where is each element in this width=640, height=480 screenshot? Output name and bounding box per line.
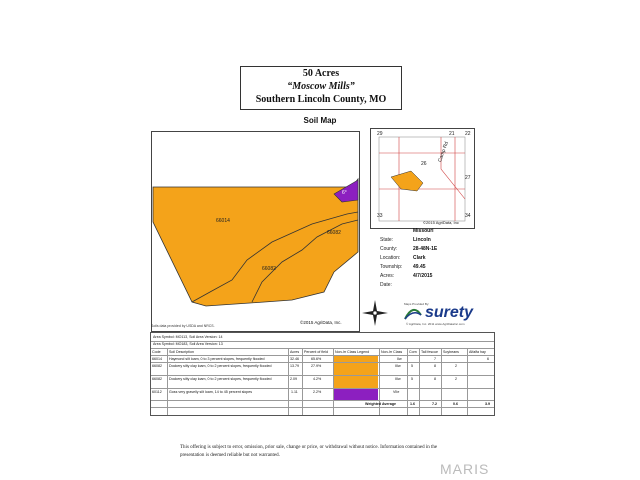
table-row-acres: 2.09 <box>290 377 297 381</box>
table-row-desc: Dockery silty clay loam, 0 to 2 percent … <box>169 364 272 368</box>
table-row-pct: 4.2% <box>313 377 322 381</box>
parcel-info: State: Missouri County: Lincoln Location: 2… <box>380 228 480 288</box>
compass-rose-icon <box>362 300 388 326</box>
table-row-fescue: 8 <box>434 364 436 368</box>
table-row-class: IIIw <box>395 364 401 368</box>
title-box: 50 Acres “Moscow Mills” Southern Lincoln… <box>240 66 402 110</box>
surety-brand: surety <box>425 304 474 321</box>
table-row-code: 66082 <box>152 377 162 381</box>
legend-swatch-orange <box>334 356 378 362</box>
title-acres: 50 Acres <box>302 68 340 79</box>
info-date: 4/7/2015 <box>413 273 433 279</box>
maris-watermark: MARIS <box>440 461 490 477</box>
weighted-fescue: 7.2 <box>432 402 437 406</box>
inset-section-33: 33 <box>377 213 383 219</box>
table-row-soybeans: 2 <box>455 364 457 368</box>
weighted-corn: 1.6 <box>410 402 415 406</box>
map-label-66082-left: 66082 <box>262 266 276 272</box>
info-county: Lincoln <box>413 237 431 243</box>
col-desc: Soil Description <box>169 350 194 354</box>
col-legend: Non-Irr Class Legend <box>335 350 370 354</box>
info-key: Township: <box>380 264 403 270</box>
soil-table: Area Symbol: MO113, Soil Area Version: 1… <box>150 332 495 416</box>
col-acres: Acres <box>290 350 300 354</box>
table-row-corn: 5 <box>411 364 413 368</box>
inset-section-29: 29 <box>377 131 383 137</box>
soil-boundary-2 <box>251 219 359 303</box>
table-row-class: IIw <box>397 357 402 361</box>
table-row-soybeans: 2 <box>455 377 457 381</box>
inset-section-22: 22 <box>465 131 471 137</box>
info-township: Clark <box>413 255 426 261</box>
info-key: State: <box>380 237 394 243</box>
inset-drawing <box>378 136 466 222</box>
table-row-class: IIIw <box>395 377 401 381</box>
legend-swatch-orange <box>334 363 378 375</box>
weighted-average-label: Weighted Average <box>365 402 397 406</box>
legend-swatch-purple <box>334 389 378 400</box>
col-code: Code <box>152 350 161 354</box>
table-row-pct: 65.6% <box>311 357 322 361</box>
surety-provided-by: Maps Provided By: <box>404 302 430 306</box>
soil-boundary-1 <box>191 211 359 303</box>
table-row-desc: Dockery silty clay loam, 0 to 2 percent … <box>169 377 272 381</box>
legend-swatch-orange <box>334 376 378 388</box>
map-copyright: ©2015 AgriData, Inc. <box>300 320 342 325</box>
table-row-fescue: 7 <box>434 357 436 361</box>
weighted-soybeans: 0.6 <box>453 402 458 406</box>
weighted-alfalfa: 3.9 <box>485 402 490 406</box>
inset-section-34: 34 <box>465 213 471 219</box>
table-row-acres: 1.11 <box>291 390 298 394</box>
info-acres: 49.45 <box>413 264 426 270</box>
col-fescue: Tall fescue <box>421 350 438 354</box>
inset-section-27: 27 <box>465 175 471 181</box>
inset-copyright: ©2015 AgriData, Inc <box>423 220 459 225</box>
info-location: 28-48N-1E <box>413 246 438 252</box>
info-key: Location: <box>380 255 401 261</box>
map-label-goss: 6° <box>342 190 347 196</box>
info-state: Missouri <box>413 228 434 234</box>
table-row-class: VIIe <box>393 390 400 394</box>
table-row-code: 66014 <box>152 357 162 361</box>
surety-website: © AgriData, Inc. 2011 www.AgriDataInc.co… <box>406 322 465 326</box>
table-row-acres: 13.79 <box>290 364 299 368</box>
soil-polygon-goss <box>333 179 359 203</box>
soil-polygon-field <box>152 177 359 307</box>
location-inset-map: 29 21 22 26 27 33 34 Camp Rd ©2015 AgriD… <box>370 128 475 229</box>
col-class: Non-Irr Class <box>381 350 403 354</box>
col-soybeans: Soybeans <box>443 350 459 354</box>
col-alfalfa: Alfalfa hay <box>469 350 486 354</box>
map-label-66082-right: 66082 <box>327 230 341 236</box>
table-row-corn: 5 <box>411 377 413 381</box>
inset-section-21: 21 <box>449 131 455 137</box>
col-corn: Corn <box>409 350 417 354</box>
inset-parcel <box>390 170 424 192</box>
soils-source-note: Soils data provided by USDA and NRCS. <box>151 324 215 328</box>
table-row-fescue: 8 <box>434 377 436 381</box>
info-key: Date: <box>380 282 392 288</box>
table-row-alfalfa: 6 <box>487 357 489 361</box>
inset-section-26: 26 <box>421 161 427 167</box>
soil-map-heading: Soil Map <box>303 116 337 125</box>
info-key: County: <box>380 246 398 252</box>
soil-map: 66014 66082 66082 6° <box>151 131 360 332</box>
table-row-desc: Haymond silt loam, 0 to 3 percent slopes… <box>169 357 265 361</box>
title-location: Southern Lincoln County, MO <box>255 94 387 105</box>
table-row-code: 66082 <box>152 364 162 368</box>
disclaimer: This offering is subject to error, omiss… <box>180 445 438 458</box>
table-row-desc: Goss very gravelly silt loam, 14 to 45 p… <box>169 390 253 394</box>
surety-logo-icon <box>404 308 422 320</box>
table-row-pct: 2.2% <box>313 390 322 394</box>
map-label-66014: 66014 <box>216 218 230 224</box>
table-row-pct: 27.9% <box>311 364 322 368</box>
table-row-code: 60112 <box>152 390 162 394</box>
area-symbol-2: Area Symbol: MO183, Soil Area Version: 1… <box>153 342 223 346</box>
area-symbol-1: Area Symbol: MO113, Soil Area Version: 1… <box>153 335 223 339</box>
table-row-acres: 32.46 <box>290 357 299 361</box>
title-name: “Moscow Mills” <box>287 81 355 92</box>
soil-map-drawing <box>152 177 359 307</box>
info-key: Acres: <box>380 273 395 279</box>
col-percent: Percent of field <box>304 350 328 354</box>
